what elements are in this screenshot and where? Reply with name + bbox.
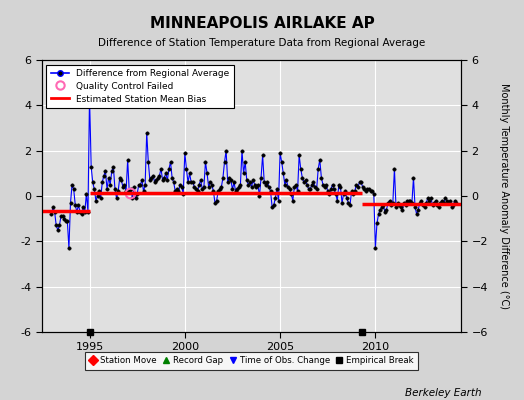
Legend: Station Move, Record Gap, Time of Obs. Change, Empirical Break: Station Move, Record Gap, Time of Obs. C… [85,352,418,370]
Legend: Difference from Regional Average, Quality Control Failed, Estimated Station Mean: Difference from Regional Average, Qualit… [47,64,234,108]
Text: MINNEAPOLIS AIRLAKE AP: MINNEAPOLIS AIRLAKE AP [150,16,374,31]
Text: Difference of Station Temperature Data from Regional Average: Difference of Station Temperature Data f… [99,38,425,48]
Text: Berkeley Earth: Berkeley Earth [406,388,482,398]
Y-axis label: Monthly Temperature Anomaly Difference (°C): Monthly Temperature Anomaly Difference (… [499,83,509,309]
